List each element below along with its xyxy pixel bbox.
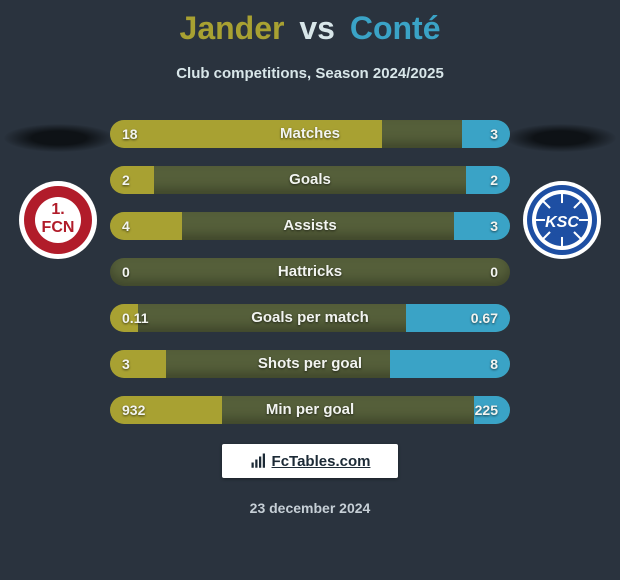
- stat-label: Matches: [110, 120, 510, 148]
- brand-text: FcTables.com: [272, 453, 371, 470]
- stat-row: 43Assists: [110, 212, 510, 240]
- ksc-label: KSC: [545, 214, 579, 231]
- vs-label: vs: [299, 10, 335, 46]
- stat-label: Assists: [110, 212, 510, 240]
- stat-rows: 183Matches 22Goals 43Assists 00Hattricks 0.1…: [110, 120, 510, 442]
- stat-row: 22Goals: [110, 166, 510, 194]
- footer-date: 23 december 2024: [0, 500, 620, 516]
- brand-link[interactable]: FcTables.com: [222, 444, 398, 478]
- page-title: Jander vs Conté: [0, 0, 620, 47]
- subtitle: Club competitions, Season 2024/2025: [0, 65, 620, 82]
- stat-row: 0.110.67Goals per match: [110, 304, 510, 332]
- club-badge-left: 1. FCN: [18, 180, 98, 260]
- ksc-logo-icon: KSC: [522, 180, 602, 260]
- club-badge-right: KSC: [522, 180, 602, 260]
- stat-row: 183Matches: [110, 120, 510, 148]
- stat-row: 932225Min per goal: [110, 396, 510, 424]
- stat-row: 00Hattricks: [110, 258, 510, 286]
- fcn-label-bottom: FCN: [42, 219, 75, 236]
- shadow-right: [506, 124, 616, 152]
- stat-label: Hattricks: [110, 258, 510, 286]
- fcn-label-top: 1.: [51, 201, 64, 218]
- bar-chart-icon: [250, 452, 268, 470]
- player1-name: Jander: [180, 10, 285, 46]
- shadow-left: [4, 124, 114, 152]
- stat-label: Shots per goal: [110, 350, 510, 378]
- stat-label: Goals: [110, 166, 510, 194]
- stat-row: 38Shots per goal: [110, 350, 510, 378]
- player2-name: Conté: [350, 10, 441, 46]
- fcn-logo-icon: 1. FCN: [18, 180, 98, 260]
- stat-label: Min per goal: [110, 396, 510, 424]
- stat-label: Goals per match: [110, 304, 510, 332]
